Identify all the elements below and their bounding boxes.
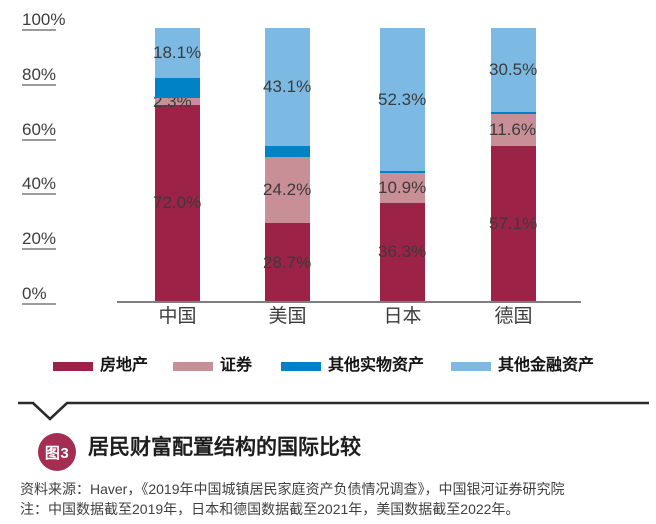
bar-segment-label: 43.1% (263, 77, 312, 97)
bar-segment-label: 28.7% (263, 252, 312, 272)
bar-segment (155, 28, 200, 78)
y-axis-tick-mark (22, 303, 56, 305)
bar-segment (265, 157, 310, 224)
bar-segment (380, 171, 425, 174)
bar-segment-label: 52.3% (378, 89, 427, 109)
legend-label: 证券 (220, 357, 253, 374)
bar-segment (380, 172, 425, 203)
bar-segment (265, 223, 310, 302)
bar-segment-label: 24.2% (263, 180, 312, 200)
y-axis-tick-label: 60% (22, 119, 57, 139)
legend-label: 其他金融资产 (498, 357, 595, 374)
bar-segment (265, 28, 310, 147)
y-axis-tick-mark (22, 248, 56, 251)
figure-title: 居民财富配置结构的国际比较 (88, 436, 361, 459)
bar-segment (491, 111, 536, 114)
y-axis-tick-label: 20% (22, 229, 57, 249)
bar-segment-label: 10.9% (378, 177, 427, 197)
bar-segment (491, 145, 536, 302)
legend-swatch (281, 362, 321, 371)
bar-segment-label: 30.5% (489, 59, 538, 79)
y-axis-tick-label: 80% (22, 64, 57, 84)
bar-segment-label: 57.1% (489, 213, 538, 233)
figure-number-badge: 图3 (38, 433, 76, 471)
note-text: 注：中国数据截至2019年，日本和德国数据截至2021年，美国数据截至2022年… (20, 501, 520, 517)
x-axis-line (117, 301, 581, 303)
legend-swatch (173, 362, 213, 371)
bar-segment (380, 202, 425, 302)
bar-segment (265, 146, 310, 158)
y-axis-tick-mark (22, 138, 56, 141)
y-axis-tick-mark (22, 29, 56, 31)
x-axis-category-label: 日本 (383, 306, 422, 327)
separator-line (18, 401, 649, 421)
bar-segment (491, 28, 536, 112)
bar-segment-label: 11.6% (489, 119, 536, 139)
bar-segment-label: 36.3% (378, 242, 427, 262)
source-text: 资料来源：Haver，《2019年中国城镇居民家庭资产负债情况调查》，中国银河证… (20, 481, 565, 497)
legend-label: 其他实物资产 (328, 357, 425, 374)
bar-segment-label: 72.0% (153, 193, 202, 213)
legend-swatch (451, 362, 491, 371)
x-axis-category-label: 中国 (158, 306, 197, 327)
bar-segment (380, 28, 425, 172)
bar-segment (155, 77, 200, 99)
x-axis-category-label: 美国 (268, 306, 307, 327)
y-axis-tick-label: 40% (22, 174, 57, 194)
bar-segment-label: 18.1% (153, 42, 202, 62)
bar-segment (491, 113, 536, 146)
y-axis-tick-label: 100% (22, 10, 66, 29)
x-axis-category-label: 德国 (494, 306, 533, 327)
y-axis-tick-mark (22, 193, 56, 196)
stacked-bar-chart: 100% 80% 60% 40% 20% 0% 72.0% 2.3% 18.1% 中国 28.7% 2… (22, 10, 595, 374)
bar-segment (155, 98, 200, 105)
legend-label: 房地产 (100, 357, 149, 374)
legend-swatch (53, 362, 93, 371)
y-axis-tick-mark (22, 83, 56, 86)
bar-segment (155, 104, 200, 302)
y-axis-tick-label: 0% (22, 284, 47, 303)
